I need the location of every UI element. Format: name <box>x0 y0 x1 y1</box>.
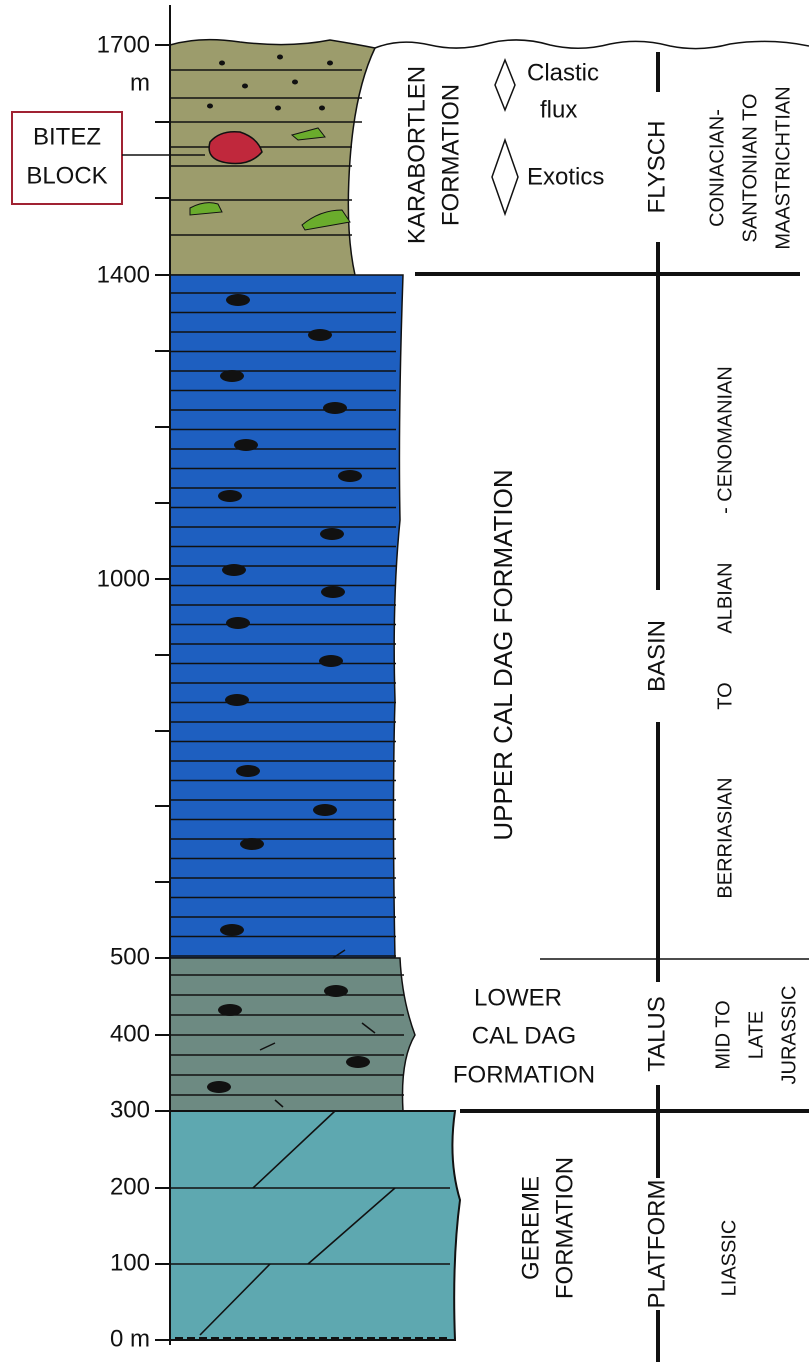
nodule <box>226 617 250 629</box>
nodule <box>319 655 343 667</box>
nodule <box>308 329 332 341</box>
grain <box>242 83 248 89</box>
callout-box <box>11 111 123 205</box>
bitez-block <box>208 130 263 165</box>
nodule <box>338 470 362 482</box>
grain <box>319 105 325 111</box>
bedding <box>170 54 450 1339</box>
grain <box>292 79 298 85</box>
formation-name: UPPER CAL DAG FORMATION <box>488 469 518 840</box>
legend-text: Exotics <box>527 163 604 190</box>
depth-label: 400 <box>110 1020 150 1047</box>
callout-text: BLOCK <box>26 162 107 189</box>
environment: PLATFORM <box>643 1180 670 1309</box>
age: JURASSIC <box>778 986 800 1085</box>
grain <box>207 103 213 109</box>
legend-diamond-large <box>491 137 519 217</box>
nodule <box>313 804 337 816</box>
nodule <box>234 439 258 451</box>
nodule <box>218 490 242 502</box>
age: SANTONIAN TO <box>739 94 761 243</box>
formation-name: KARABORTLEN <box>403 66 430 244</box>
callout-text: BITEZ <box>33 123 101 150</box>
legend-diamond-small <box>494 57 516 113</box>
nodule <box>346 1056 370 1068</box>
age: BERRIASIAN <box>714 777 736 898</box>
unconformity <box>374 39 809 50</box>
nodule <box>222 564 246 576</box>
nodule <box>321 586 345 598</box>
depth-label: 1700 <box>97 31 150 58</box>
grain <box>219 60 225 66</box>
cross-bed <box>199 1263 271 1336</box>
nodule <box>240 838 264 850</box>
nodule <box>236 765 260 777</box>
formation-name: FORMATION <box>551 1157 578 1299</box>
nodule <box>323 402 347 414</box>
nodule <box>218 1004 242 1016</box>
fragment <box>332 949 346 959</box>
age: CONIACIAN- <box>706 109 728 227</box>
grain <box>327 60 333 66</box>
exotic <box>301 209 351 231</box>
environment: FLYSCH <box>643 121 670 214</box>
nodule <box>324 985 348 997</box>
cross-bed <box>307 1187 396 1265</box>
depth-label: 200 <box>110 1173 150 1200</box>
nodule <box>225 694 249 706</box>
nodule <box>220 370 244 382</box>
environment: TALUS <box>643 996 670 1072</box>
fragment <box>274 1099 284 1108</box>
exotic <box>189 202 223 216</box>
age: TO <box>714 682 736 709</box>
age: - CENOMANIAN <box>714 366 736 514</box>
depth-unit: m <box>130 69 150 96</box>
nodule <box>207 1081 231 1093</box>
flysch-layer <box>169 38 377 276</box>
age: LIASSIC <box>718 1220 740 1297</box>
gereme-layer <box>169 1110 462 1341</box>
age: MAASTRICHTIAN <box>772 86 794 249</box>
formation-name: FORMATION <box>437 84 464 226</box>
upper-cal-dag-layer <box>169 274 404 959</box>
age: LATE <box>745 1011 767 1060</box>
depth-label: 0 m <box>110 1325 150 1352</box>
fragment <box>259 1042 276 1051</box>
depth-label: 500 <box>110 943 150 970</box>
formation-name: CAL DAG <box>472 1022 576 1049</box>
nodule <box>226 294 250 306</box>
depth-label: 1400 <box>97 261 150 288</box>
grain <box>275 105 281 111</box>
nodule <box>320 528 344 540</box>
formation-name: GEREME <box>517 1176 544 1280</box>
nodule <box>220 924 244 936</box>
depth-label: 1000 <box>97 565 150 592</box>
ticks <box>155 44 170 1341</box>
depth-label: 100 <box>110 1249 150 1276</box>
age: MID TO <box>712 1000 734 1069</box>
age: ALBIAN <box>714 562 736 633</box>
legend-text: flux <box>540 96 577 123</box>
formation-name: FORMATION <box>453 1061 595 1088</box>
depth-label: 300 <box>110 1096 150 1123</box>
exotic <box>290 127 326 141</box>
environment: BASIN <box>643 620 670 692</box>
cross-bed <box>252 1110 336 1189</box>
formation-name: LOWER <box>474 984 562 1011</box>
grain <box>277 54 283 60</box>
fragment <box>361 1022 376 1034</box>
legend-text: Clastic <box>527 59 599 86</box>
